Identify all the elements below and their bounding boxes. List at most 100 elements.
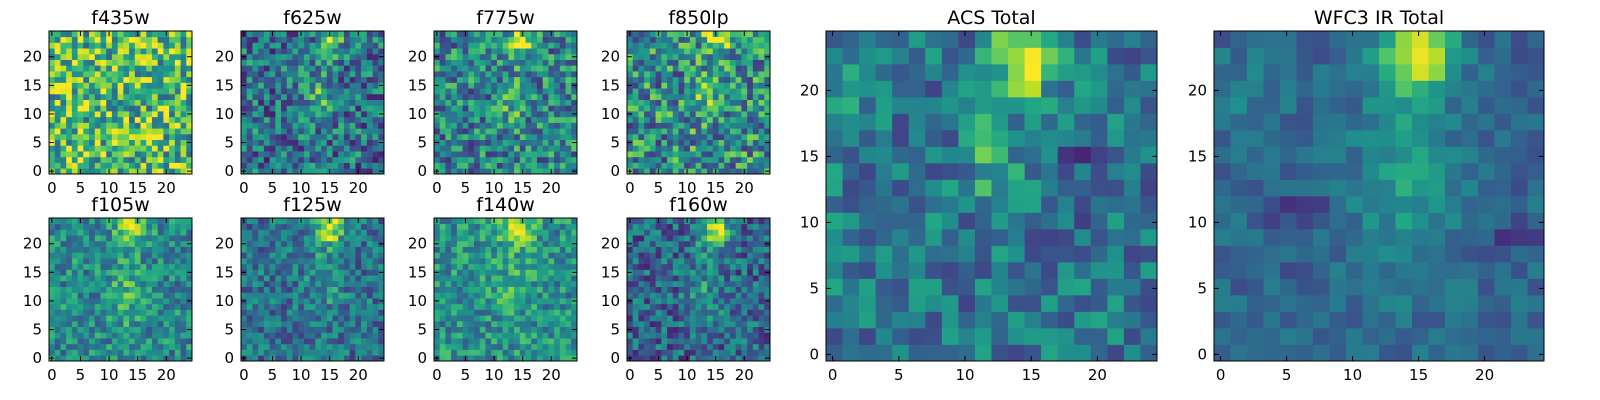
heatmap-cell bbox=[269, 116, 276, 123]
heatmap-cell bbox=[456, 151, 463, 158]
heatmap-cell bbox=[151, 298, 159, 305]
heatmap-cell bbox=[724, 292, 731, 299]
heatmap-cell bbox=[332, 168, 339, 175]
heatmap-cell bbox=[180, 338, 187, 345]
heatmap-cell bbox=[298, 223, 305, 230]
heatmap-cell bbox=[508, 82, 515, 89]
heatmap-cell bbox=[474, 128, 481, 135]
heatmap-cell bbox=[735, 332, 742, 339]
heatmap-cell bbox=[326, 338, 333, 345]
heatmap-cell bbox=[678, 315, 685, 322]
heatmap-cell bbox=[655, 71, 662, 78]
heatmap-cell bbox=[326, 269, 333, 276]
heatmap-cell bbox=[111, 111, 118, 118]
heatmap-cell bbox=[60, 223, 67, 230]
heatmap-cell bbox=[689, 355, 696, 362]
heatmap-cell bbox=[434, 156, 441, 163]
heatmap-cell bbox=[286, 252, 293, 259]
heatmap-cell bbox=[667, 320, 674, 328]
heatmap-cell bbox=[94, 235, 101, 242]
heatmap-cell bbox=[263, 303, 270, 310]
heatmap-cell bbox=[186, 48, 193, 55]
heatmap-cell bbox=[146, 31, 153, 38]
heatmap-cell bbox=[531, 168, 538, 175]
heatmap-cell bbox=[303, 269, 310, 276]
heatmap-cell bbox=[258, 309, 265, 316]
heatmap-cell bbox=[286, 246, 293, 253]
heatmap-cell bbox=[644, 156, 651, 163]
heatmap-cell bbox=[712, 36, 719, 43]
heatmap-cell bbox=[54, 65, 61, 72]
heatmap-cell bbox=[71, 343, 78, 350]
heatmap-cell bbox=[332, 343, 339, 350]
heatmap-cell bbox=[151, 355, 159, 362]
heatmap-cell bbox=[129, 263, 136, 270]
heatmap-cell bbox=[701, 168, 708, 175]
heatmap-cell bbox=[134, 326, 141, 333]
heatmap-cell bbox=[519, 145, 526, 152]
heatmap-cell bbox=[66, 349, 73, 356]
heatmap-cell bbox=[678, 332, 685, 339]
heatmap-cell bbox=[474, 162, 481, 169]
heatmap-cell bbox=[157, 223, 164, 230]
heatmap-cell bbox=[309, 65, 316, 72]
heatmap-cell bbox=[638, 343, 645, 350]
heatmap-cell bbox=[672, 82, 679, 89]
heatmap-cell bbox=[303, 88, 310, 95]
heatmap-cell bbox=[747, 99, 754, 106]
heatmap-cell bbox=[474, 76, 481, 83]
heatmap-cell bbox=[724, 116, 731, 123]
heatmap-cell bbox=[525, 48, 532, 55]
heatmap-cell bbox=[508, 275, 515, 282]
y-tick-label: 5 bbox=[32, 321, 42, 339]
heatmap-cell bbox=[281, 93, 288, 100]
heatmap-cell bbox=[123, 93, 130, 100]
heatmap-cell bbox=[434, 292, 441, 299]
heatmap-cell bbox=[525, 338, 532, 345]
heatmap-cell bbox=[263, 286, 270, 293]
heatmap-cell bbox=[169, 309, 176, 316]
heatmap-cell bbox=[655, 99, 662, 106]
heatmap-cell bbox=[548, 53, 555, 60]
heatmap-cell bbox=[292, 286, 299, 293]
heatmap-cell bbox=[758, 151, 765, 158]
heatmap-cell bbox=[106, 99, 113, 106]
heatmap-cell bbox=[100, 145, 107, 152]
heatmap-cell bbox=[525, 269, 532, 276]
heatmap-cell bbox=[71, 263, 78, 270]
heatmap-cell bbox=[281, 133, 288, 141]
heatmap-cell bbox=[445, 229, 452, 236]
heatmap-cell bbox=[445, 338, 452, 345]
heatmap-cell bbox=[303, 309, 310, 316]
heatmap-cell bbox=[554, 36, 561, 43]
heatmap-cell bbox=[169, 298, 176, 305]
heatmap-cell bbox=[60, 343, 67, 350]
heatmap-cell bbox=[54, 298, 61, 305]
heatmap-cell bbox=[496, 168, 503, 175]
heatmap-cell bbox=[542, 286, 549, 293]
heatmap-cell bbox=[275, 320, 282, 328]
heatmap-cell bbox=[60, 156, 67, 163]
heatmap-cell bbox=[106, 235, 113, 242]
heatmap-cell bbox=[514, 156, 521, 163]
heatmap-cell bbox=[468, 338, 475, 345]
y-tick-label: 5 bbox=[32, 134, 42, 152]
heatmap-cell bbox=[735, 286, 742, 293]
heatmap-cell bbox=[531, 93, 538, 100]
heatmap-cell bbox=[661, 116, 668, 123]
heatmap-cell bbox=[684, 128, 691, 135]
heatmap-cell bbox=[309, 218, 316, 225]
heatmap-cell bbox=[456, 111, 463, 118]
heatmap-cell bbox=[649, 280, 656, 287]
heatmap-cell bbox=[100, 65, 107, 72]
heatmap-cell bbox=[117, 65, 124, 72]
heatmap-cell bbox=[286, 133, 293, 141]
heatmap-cell bbox=[100, 31, 107, 38]
heatmap-cell bbox=[49, 246, 56, 253]
heatmap-cell bbox=[729, 82, 737, 89]
heatmap-cell bbox=[94, 82, 101, 89]
heatmap-cell bbox=[83, 99, 90, 106]
heatmap-cell bbox=[531, 280, 538, 287]
heatmap-cell bbox=[445, 258, 452, 265]
heatmap-cell bbox=[378, 235, 385, 242]
